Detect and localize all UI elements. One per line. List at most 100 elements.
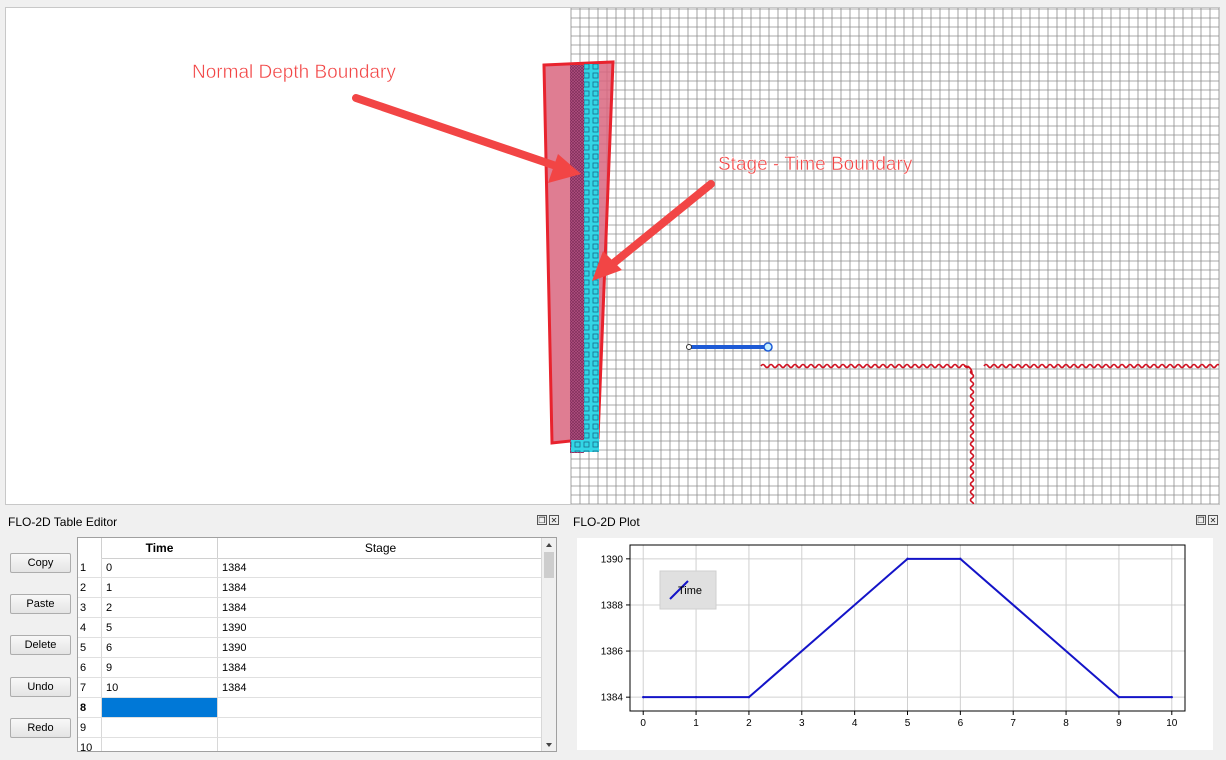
table-row[interactable]: 1 0 1384 [78, 558, 543, 578]
float-icon[interactable]: ❐ [537, 515, 547, 525]
corner-header[interactable] [78, 538, 102, 558]
data-point [906, 557, 909, 561]
legend-box [659, 570, 717, 610]
stage-time-boundary-cells[interactable] [584, 64, 599, 444]
row-number[interactable]: 8 [78, 698, 102, 718]
row-number[interactable]: 10 [78, 738, 102, 751]
table-scrollbar[interactable] [541, 538, 556, 751]
time-cell[interactable]: 1 [102, 578, 218, 598]
x-tick-label: 4 [852, 718, 858, 729]
stage-cell[interactable] [218, 738, 543, 751]
row-number[interactable]: 7 [78, 678, 102, 698]
x-tick-label: 6 [958, 718, 964, 729]
stage-cell[interactable]: 1390 [218, 638, 543, 658]
row-number[interactable]: 9 [78, 718, 102, 738]
close-icon[interactable]: ✕ [549, 515, 559, 525]
stage-cell[interactable]: 1384 [218, 678, 543, 698]
row-number[interactable]: 6 [78, 658, 102, 678]
stage-cell[interactable]: 1384 [218, 598, 543, 618]
table-row[interactable]: 9 [78, 718, 543, 738]
data-point [642, 695, 645, 699]
x-tick-label: 2 [746, 718, 752, 729]
data-point [1117, 695, 1121, 699]
arrow-normal-depth [352, 94, 581, 183]
column-header-time[interactable]: Time [102, 538, 218, 558]
time-cell[interactable] [102, 738, 218, 751]
time-cell[interactable]: 2 [102, 598, 218, 618]
table-row[interactable]: 3 2 1384 [78, 598, 543, 618]
x-tick-label: 10 [1166, 718, 1178, 729]
table-editor-dock-controls: ❐ ✕ [537, 515, 559, 525]
y-tick-label: 1384 [601, 693, 624, 704]
legend-swatch [669, 580, 689, 600]
x-tick-label: 5 [905, 718, 911, 729]
table-row[interactable]: 10 [78, 738, 543, 751]
stage-cell[interactable] [218, 718, 543, 738]
time-cell[interactable]: 9 [102, 658, 218, 678]
stage-cell[interactable]: 1390 [218, 618, 543, 638]
data-point [747, 695, 751, 699]
x-tick-label: 1 [693, 718, 699, 729]
arrow-stage-time [592, 180, 715, 281]
outflow-cell-marker [571, 440, 599, 452]
row-number[interactable]: 1 [78, 558, 102, 578]
stage-time-label: Stage - Time Boundary [718, 154, 913, 175]
copy-button[interactable]: Copy [10, 553, 71, 573]
structure-start-node[interactable] [686, 344, 692, 350]
levee-line[interactable] [760, 363, 1219, 505]
plot-title: FLO-2D Plot [573, 515, 640, 529]
table-row[interactable]: 8 [78, 698, 543, 718]
time-cell[interactable]: 6 [102, 638, 218, 658]
x-tick-label: 8 [1063, 718, 1069, 729]
boundary-hatch-cells [570, 65, 584, 453]
float-icon[interactable]: ❐ [1196, 515, 1206, 525]
map-canvas[interactable]: Normal Depth Boundary Stage - Time Bound… [5, 7, 1220, 505]
close-icon[interactable]: ✕ [1208, 515, 1218, 525]
table-row[interactable]: 4 5 1390 [78, 618, 543, 638]
legend-label: Time [678, 585, 702, 597]
stage-cell[interactable]: 1384 [218, 578, 543, 598]
y-tick-label: 1386 [601, 647, 624, 658]
time-cell[interactable]: 0 [102, 558, 218, 578]
row-number[interactable]: 5 [78, 638, 102, 658]
data-point [694, 695, 698, 699]
time-cell[interactable] [102, 718, 218, 738]
stage-cell[interactable]: 1384 [218, 658, 543, 678]
column-header-stage[interactable]: Stage [364, 541, 397, 555]
redo-button[interactable]: Redo [10, 718, 71, 738]
y-tick-label: 1388 [601, 600, 624, 611]
table-row[interactable]: 7 10 1384 [78, 678, 543, 698]
data-table[interactable]: Time Stage 1 0 1384 2 1 1384 3 2 1384 4 5 1390 5 6 139… [77, 537, 557, 752]
data-point [1170, 695, 1173, 699]
table-row[interactable]: 5 6 1390 [78, 638, 543, 658]
time-cell[interactable]: 5 [102, 618, 218, 638]
structure-end-node[interactable] [763, 342, 773, 352]
row-number[interactable]: 3 [78, 598, 102, 618]
x-tick-label: 0 [640, 718, 646, 729]
stage-cell[interactable]: 1384 [218, 558, 543, 578]
plot-border [629, 544, 1186, 712]
paste-button[interactable]: Paste [10, 594, 71, 614]
undo-button[interactable]: Undo [10, 677, 71, 697]
time-cell[interactable]: 10 [102, 678, 218, 698]
table-header: Time Stage [78, 538, 543, 559]
table-row[interactable]: 6 9 1384 [78, 658, 543, 678]
delete-button[interactable]: Delete [10, 635, 71, 655]
row-number[interactable]: 2 [78, 578, 102, 598]
plot-area[interactable]: 0 1 2 3 4 5 6 7 8 9 10 1384 1386 1388 1390 Time [577, 538, 1213, 750]
x-tick-label: 9 [1116, 718, 1122, 729]
row-number[interactable]: 4 [78, 618, 102, 638]
stage-time-chart: 0 1 2 3 4 5 6 7 8 9 10 1384 1386 1388 1390 Time [601, 544, 1186, 729]
x-tick-label: 3 [799, 718, 805, 729]
normal-depth-label: Normal Depth Boundary [192, 62, 396, 83]
time-cell[interactable] [102, 698, 218, 718]
y-tick-label: 1390 [601, 554, 624, 565]
plot-dock-controls: ❐ ✕ [1196, 515, 1218, 525]
table-editor-title: FLO-2D Table Editor [8, 515, 118, 529]
x-tick-label: 7 [1010, 718, 1016, 729]
stage-cell[interactable] [218, 698, 543, 718]
map-drawing[interactable]: Normal Depth Boundary Stage - Time Bound… [6, 8, 1219, 504]
data-point [959, 557, 962, 561]
table-row[interactable]: 2 1 1384 [78, 578, 543, 598]
grid-lines [570, 8, 1219, 504]
